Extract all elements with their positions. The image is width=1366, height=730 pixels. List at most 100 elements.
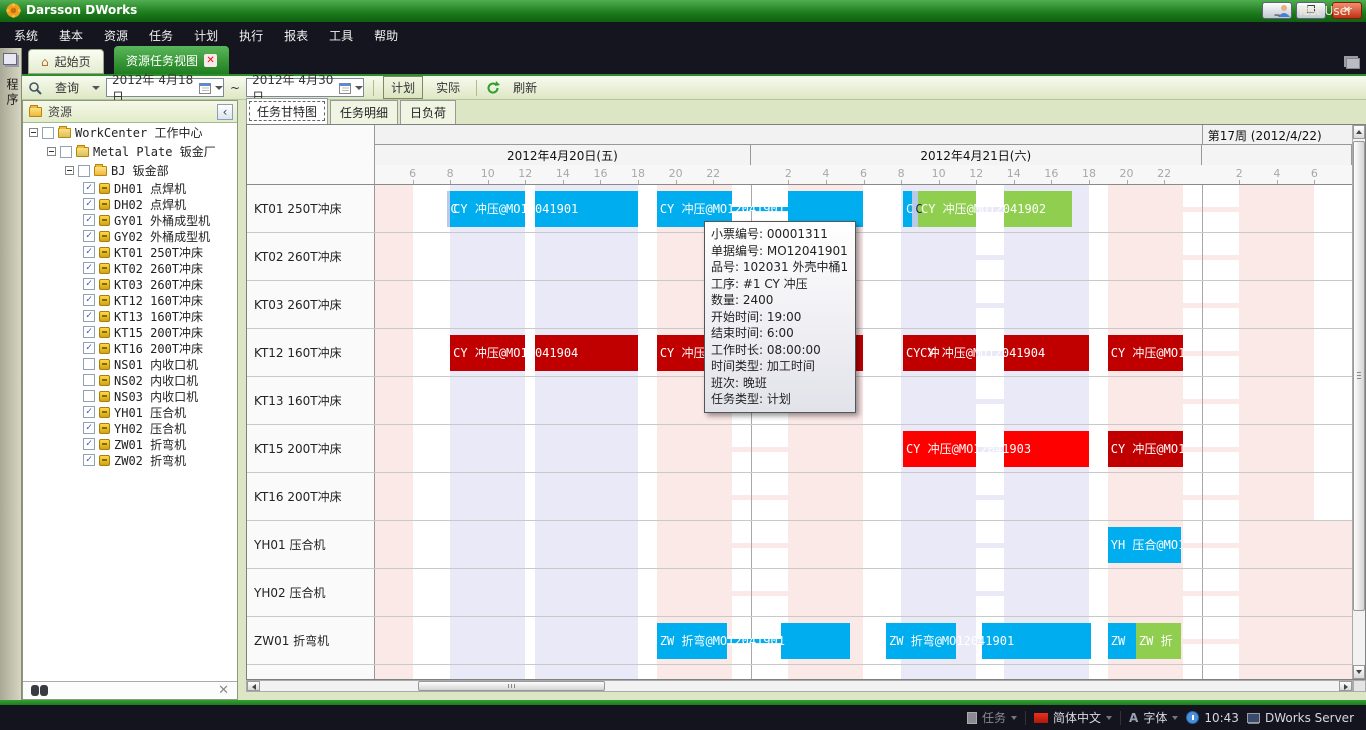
- gantt-bar-segment[interactable]: [534, 335, 639, 371]
- actual-toggle-button[interactable]: 实际: [436, 81, 461, 95]
- tree-item[interactable]: Metal Plate 钣金厂: [23, 142, 237, 161]
- gantt-bar[interactable]: YH 压合@MO1: [1108, 527, 1181, 563]
- gantt-bar[interactable]: ZW 折: [1136, 623, 1181, 659]
- gantt-bar[interactable]: CY 冲压@MO12041903: [903, 431, 1089, 467]
- menu-item-执行[interactable]: 执行: [239, 28, 264, 43]
- menu-item-任务[interactable]: 任务: [149, 28, 174, 43]
- gantt-tab-2[interactable]: 任务明细: [330, 100, 399, 124]
- gantt-bar-segment[interactable]: [447, 191, 453, 227]
- tree-checkbox[interactable]: ✓: [83, 406, 95, 418]
- gantt-bar-segment[interactable]: [1004, 431, 1089, 467]
- window-list-icon[interactable]: [1346, 58, 1360, 69]
- panel-windows-icon[interactable]: [3, 53, 17, 65]
- gantt-bar-segment[interactable]: [1107, 335, 1183, 371]
- tree-item[interactable]: ✓ YH01 压合机: [23, 404, 237, 420]
- gantt-bar[interactable]: CY 冲压@MO12041901: [657, 191, 864, 227]
- query-button[interactable]: 查询: [55, 81, 80, 95]
- tree-item[interactable]: ✓ ZW01 折弯机: [23, 436, 237, 452]
- close-icon[interactable]: ✕: [218, 683, 229, 698]
- tree-item[interactable]: ✓ KT03 260T冲床: [23, 276, 237, 292]
- date-to-dropdown-icon[interactable]: [355, 85, 364, 90]
- gantt-bar[interactable]: CY 冲压@MO12041904: [917, 335, 1089, 371]
- tree-item[interactable]: ✓ KT12 160T冲床: [23, 292, 237, 308]
- vertical-scroll-thumb[interactable]: [1353, 141, 1365, 611]
- gantt-tab-1[interactable]: 任务甘特图: [246, 98, 329, 124]
- tree-checkbox[interactable]: ✓: [83, 278, 95, 290]
- gantt-bar-segment[interactable]: [886, 623, 956, 659]
- gantt-bar-segment[interactable]: [450, 335, 526, 371]
- tree-checkbox[interactable]: ✓: [83, 182, 95, 194]
- gantt-bar-segment[interactable]: [917, 335, 977, 371]
- tree-checkbox[interactable]: [42, 126, 54, 139]
- gantt-bar[interactable]: CY 冲压@MO1: [1108, 431, 1183, 467]
- gantt-bar-segment[interactable]: [1107, 527, 1182, 563]
- gantt-bar[interactable]: CY 冲压@MO12041902: [918, 191, 1072, 227]
- date-from-field[interactable]: 2012年 4月18日: [106, 73, 225, 104]
- tree-item[interactable]: ✓ GY01 外桶成型机: [23, 212, 237, 228]
- window-maximize-button[interactable]: ❐: [1296, 2, 1326, 19]
- tree-checkbox[interactable]: ✓: [83, 454, 95, 466]
- tree-item[interactable]: ✓ KT15 200T冲床: [23, 324, 237, 340]
- vertical-scrollbar[interactable]: [1352, 125, 1365, 679]
- menu-item-系统[interactable]: 系统: [14, 28, 39, 43]
- date-to-field[interactable]: 2012年 4月30日: [246, 73, 365, 104]
- panel-collapse-button[interactable]: ‹: [217, 104, 233, 120]
- gantt-bar[interactable]: CY 冲压@MO12041904: [450, 335, 638, 371]
- scroll-up-button[interactable]: [1353, 125, 1365, 139]
- tree-checkbox[interactable]: [78, 164, 90, 177]
- gantt-bar-segment[interactable]: [1135, 623, 1181, 659]
- tree-item[interactable]: ✓ KT13 160T冲床: [23, 308, 237, 324]
- gantt-bar-segment[interactable]: [1107, 623, 1136, 659]
- tree-item[interactable]: ✓ YH02 压合机: [23, 420, 237, 436]
- gantt-bar-segment[interactable]: [902, 335, 918, 371]
- gantt-bar[interactable]: ZW 折弯@MO12041901: [657, 623, 851, 659]
- expander-minus-icon[interactable]: [65, 166, 74, 175]
- scroll-down-button[interactable]: [1353, 665, 1365, 679]
- tree-item[interactable]: NS03 内收口机: [23, 388, 237, 404]
- tree-checkbox[interactable]: [83, 390, 95, 402]
- menu-item-工具[interactable]: 工具: [329, 28, 354, 43]
- scroll-left-button[interactable]: [247, 681, 260, 691]
- horizontal-scroll-thumb[interactable]: [418, 681, 605, 691]
- gantt-bar-segment[interactable]: [1107, 431, 1183, 467]
- tree-checkbox[interactable]: ✓: [83, 294, 95, 306]
- gantt-bar-segment[interactable]: [450, 191, 526, 227]
- tree-item[interactable]: NS01 内收口机: [23, 356, 237, 372]
- tree-checkbox[interactable]: [83, 358, 95, 370]
- tab-close-icon[interactable]: ✕: [204, 53, 218, 67]
- gantt-bar-segment[interactable]: [902, 191, 913, 227]
- tree-item[interactable]: NS02 内收口机: [23, 372, 237, 388]
- gantt-bar-segment[interactable]: [656, 623, 728, 659]
- tree-item[interactable]: WorkCenter 工作中心: [23, 123, 237, 142]
- gantt-bar[interactable]: ZW 折弯@MO12041901: [886, 623, 1091, 659]
- gantt-bar-segment[interactable]: [917, 191, 977, 227]
- tree-item[interactable]: ✓ DH01 点焊机: [23, 180, 237, 196]
- tree-item[interactable]: ✓ DH02 点焊机: [23, 196, 237, 212]
- menu-item-基本[interactable]: 基本: [59, 28, 84, 43]
- tree-item[interactable]: ✓ GY02 外桶成型机: [23, 228, 237, 244]
- status-font-menu[interactable]: A 字体: [1129, 709, 1179, 726]
- gantt-bar-segment[interactable]: [912, 191, 918, 227]
- scroll-right-button[interactable]: [1339, 681, 1352, 691]
- horizontal-scrollbar[interactable]: [246, 680, 1353, 692]
- menu-item-资源[interactable]: 资源: [104, 28, 129, 43]
- gantt-bar[interactable]: CY 冲压@MO12041901: [450, 191, 638, 227]
- date-from-dropdown-icon[interactable]: [215, 85, 224, 90]
- gantt-bar[interactable]: C: [912, 191, 922, 227]
- gantt-bar[interactable]: C: [903, 191, 913, 227]
- expander-minus-icon[interactable]: [47, 147, 56, 156]
- refresh-button[interactable]: 刷新: [513, 81, 538, 95]
- tree-item[interactable]: ✓ ZW02 折弯机: [23, 452, 237, 468]
- tree-checkbox[interactable]: ✓: [83, 198, 95, 210]
- tree-item[interactable]: ✓ KT02 260T冲床: [23, 260, 237, 276]
- tree-checkbox[interactable]: ✓: [83, 438, 95, 450]
- menu-item-报表[interactable]: 报表: [284, 28, 309, 43]
- tree-checkbox[interactable]: ✓: [83, 230, 95, 242]
- gantt-bar-segment[interactable]: [534, 191, 639, 227]
- program-strip-label[interactable]: 程序: [5, 78, 19, 108]
- expander-minus-icon[interactable]: [29, 128, 38, 137]
- find-icon[interactable]: [31, 685, 49, 696]
- status-task-menu[interactable]: 任务: [967, 709, 1018, 726]
- tree-item[interactable]: ✓ KT16 200T冲床: [23, 340, 237, 356]
- tree-item[interactable]: BJ 钣金部: [23, 161, 237, 180]
